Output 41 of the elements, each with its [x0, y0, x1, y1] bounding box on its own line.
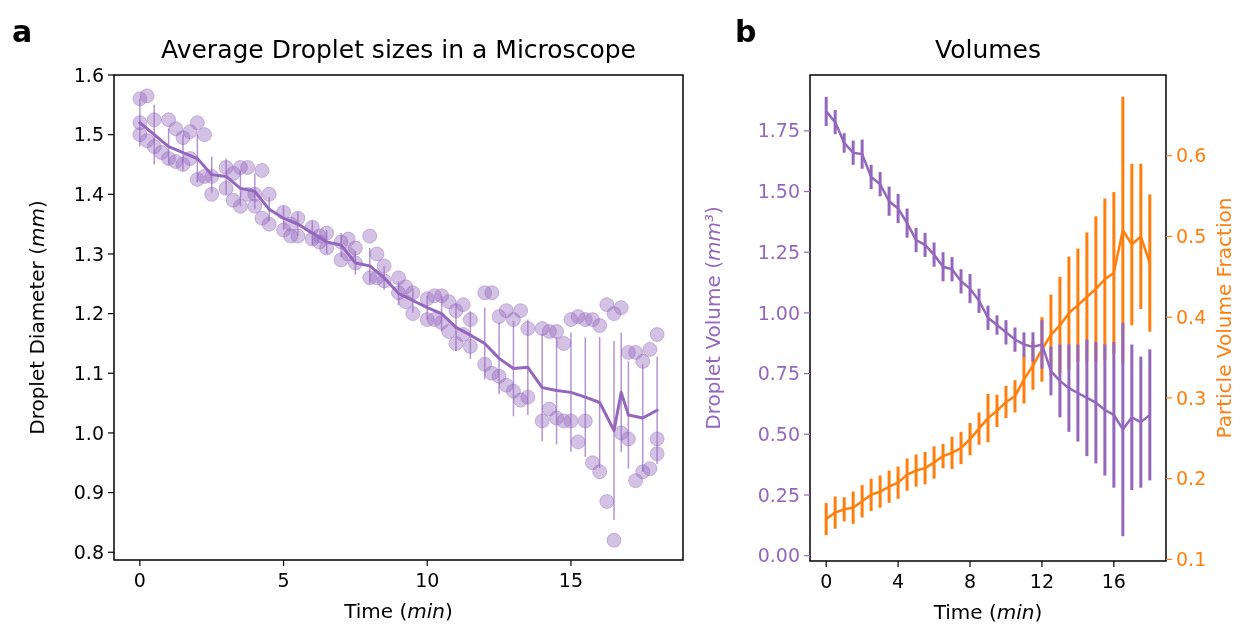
y-tick-label: 1.6 [73, 63, 104, 86]
x-tick-label: 0 [820, 570, 833, 592]
x-tick-label: 10 [415, 569, 440, 591]
y-tick-label: 1.5 [73, 123, 104, 146]
x-tick-label: 12 [1029, 570, 1055, 592]
y2-tick-label: 0.5 [1176, 225, 1207, 248]
y-tick-label: 1.2 [73, 302, 104, 325]
y-tick-label: 1.1 [73, 361, 104, 384]
y2-axis-title: Particle Volume Fraction [1212, 197, 1236, 439]
y2-tick-label: 0.2 [1176, 467, 1207, 490]
y2-tick-label: 0.3 [1176, 386, 1207, 409]
x-tick-label: 0 [133, 569, 146, 591]
x-axis-title: Time (min) [343, 599, 453, 623]
y-tick-label: 1.50 [757, 180, 800, 203]
y-tick-label: 1.0 [73, 421, 104, 444]
x-tick-label: 16 [1101, 570, 1126, 592]
x-tick-label: 5 [277, 569, 290, 591]
chart-title: Average Droplet sizes in a Microscope [161, 35, 636, 64]
y-tick-label: 0.00 [757, 544, 800, 567]
y-tick-label: 1.75 [757, 119, 800, 142]
y-tick-label: 1.00 [757, 301, 800, 324]
x-tick-label: 15 [558, 569, 584, 591]
y-tick-label: 0.8 [73, 540, 104, 563]
text: a [12, 14, 33, 49]
text: b [735, 14, 757, 49]
y-tick-label: 0.50 [757, 422, 800, 445]
y-axis-title: Droplet Diameter (mm) [25, 200, 49, 435]
y-tick-label: 1.4 [73, 182, 104, 205]
y2-tick-label: 0.6 [1176, 144, 1207, 167]
y-tick-label: 1.3 [73, 242, 104, 265]
y-tick-label: 0.25 [757, 483, 800, 506]
y2-tick-label: 0.1 [1176, 548, 1207, 571]
x-axis-title: Time (min) [932, 600, 1043, 624]
y-tick-label: 1.25 [757, 240, 800, 263]
y-tick-label: 0.9 [73, 481, 104, 504]
x-tick-label: 4 [892, 570, 905, 592]
chart-title: Volumes [934, 35, 1042, 64]
y2-tick-label: 0.4 [1176, 305, 1207, 328]
x-tick-label: 8 [963, 570, 977, 592]
y-tick-label: 0.75 [757, 362, 800, 385]
y-axis-title: Droplet Volume (mm³) [701, 206, 725, 430]
